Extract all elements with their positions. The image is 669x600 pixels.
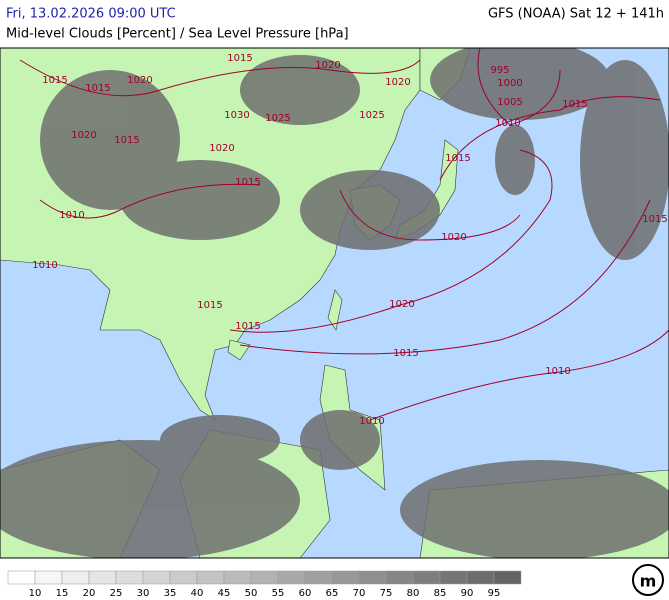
- legend-swatch: [61, 570, 90, 585]
- legend-swatch: [142, 570, 171, 585]
- isobar-label: 1015: [114, 135, 139, 146]
- legend-swatch: [331, 570, 360, 585]
- cloud: [400, 460, 669, 558]
- isobar: [439, 96, 661, 181]
- legend-label: 75: [380, 588, 393, 599]
- legend-label: 25: [110, 588, 123, 599]
- legend-label: 40: [191, 588, 204, 599]
- isobar: [369, 329, 669, 421]
- map: 1015 1020 1015 1020 1015 1020 995 1000 1005 1015 1…: [0, 47, 669, 559]
- legend-label: 90: [461, 588, 474, 599]
- legend-label: 55: [272, 588, 285, 599]
- legend-swatch: [34, 570, 63, 585]
- cloud: [240, 55, 360, 125]
- legend-label: 50: [245, 588, 258, 599]
- legend-swatch: [277, 570, 306, 585]
- cloud: [495, 125, 535, 195]
- legend-swatch: [439, 570, 468, 585]
- legend-swatch: [250, 570, 279, 585]
- legend-swatch: [196, 570, 225, 585]
- legend-swatch: [7, 570, 36, 585]
- isobar: [239, 199, 651, 355]
- isobar-label: 1015: [445, 153, 470, 164]
- legend-swatch: [412, 570, 441, 585]
- map-title: Mid-level Clouds [Percent] / Sea Level P…: [6, 27, 349, 42]
- legend-label: 85: [434, 588, 447, 599]
- isobar: [229, 149, 553, 333]
- isobar-label: 1000: [497, 78, 522, 89]
- isobar-label: 1020: [385, 77, 410, 88]
- isobar-label: 1025: [359, 110, 384, 121]
- hainan: [227, 339, 251, 361]
- legend-swatch: [385, 570, 414, 585]
- cloud: [160, 415, 280, 465]
- logo: m: [640, 572, 657, 591]
- isobar-label: 1005: [497, 97, 522, 108]
- isobar-label: 1015: [562, 99, 587, 110]
- clouds: [0, 48, 669, 558]
- isobar-label: 1020: [209, 143, 234, 154]
- cloud: [430, 48, 610, 120]
- legend-swatch: [169, 570, 198, 585]
- isobar: [19, 59, 421, 97]
- logo-circle: [632, 564, 664, 596]
- isobar-label: 1020: [315, 60, 340, 71]
- isobar-label: 1020: [389, 299, 414, 310]
- isobar-label: 995: [490, 65, 509, 76]
- legend-swatch: [304, 570, 333, 585]
- datetime: Fri, 13.02.2026 09:00 UTC: [6, 7, 176, 22]
- isobar: [477, 48, 561, 126]
- cloud: [300, 410, 380, 470]
- isobar-label: 1015: [235, 321, 260, 332]
- isobar-label: 1010: [545, 366, 570, 377]
- isobar-label: 1010: [59, 210, 84, 221]
- isobar-label: 1010: [32, 260, 57, 271]
- isobar-label: 1025: [265, 113, 290, 124]
- cloud: [300, 170, 440, 250]
- isobar: [339, 189, 521, 241]
- legend-label: 60: [299, 588, 312, 599]
- legend-label: 30: [137, 588, 150, 599]
- legend-swatch: [466, 570, 495, 585]
- isobar-label: 1030: [224, 110, 249, 121]
- taiwan: [327, 289, 343, 331]
- isobar-label: 1015: [85, 83, 110, 94]
- legend-swatch: [493, 570, 522, 585]
- legend-label: 80: [407, 588, 420, 599]
- legend-swatch: [115, 570, 144, 585]
- isobar-label: 1020: [441, 232, 466, 243]
- isobar-label: 1015: [227, 53, 252, 64]
- legend-label: 70: [353, 588, 366, 599]
- isobars: [19, 48, 669, 421]
- isobar-label: 1015: [197, 300, 222, 311]
- cloud: [580, 60, 669, 260]
- legend-label: 95: [488, 588, 501, 599]
- isobar-label: 1020: [127, 75, 152, 86]
- legend-label: 20: [83, 588, 96, 599]
- cloud: [120, 160, 280, 240]
- legend-label: 10: [29, 588, 42, 599]
- legend-label: 65: [326, 588, 339, 599]
- isobar-label: 1015: [42, 75, 67, 86]
- isobar-label: 1015: [235, 177, 260, 188]
- isobar-label: 1010: [359, 416, 384, 427]
- legend: 10 15 20 25 30 35 40 45 50 55 60 65 70 75 80 85 90 95: [7, 570, 522, 599]
- isobar-label: 1010: [495, 118, 520, 129]
- isobar: [39, 183, 261, 219]
- isobar-label: 1015: [393, 348, 418, 359]
- legend-label: 45: [218, 588, 231, 599]
- isobar-label: 1015: [642, 214, 667, 225]
- legend-label: 15: [56, 588, 69, 599]
- legend-swatch: [358, 570, 387, 585]
- model: GFS (NOAA) Sat 12 + 141h: [488, 7, 664, 22]
- legend-swatch: [88, 570, 117, 585]
- map-frame: [0, 47, 669, 559]
- legend-swatch: [223, 570, 252, 585]
- legend-label: 35: [164, 588, 177, 599]
- isobar-label: 1020: [71, 130, 96, 141]
- cloud: [0, 440, 300, 558]
